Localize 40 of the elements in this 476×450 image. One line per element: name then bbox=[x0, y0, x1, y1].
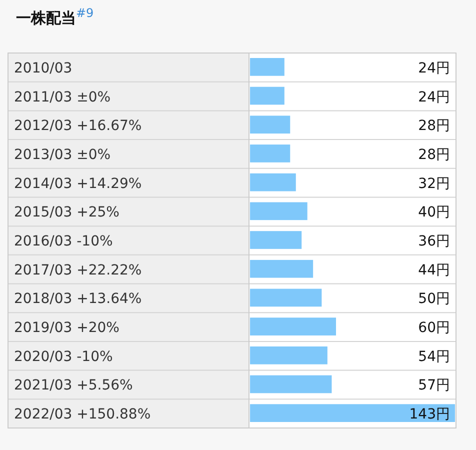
data-label: 54円 bbox=[418, 348, 450, 365]
bar bbox=[250, 58, 284, 76]
y-tick-label: 2013/03 ±0% bbox=[14, 146, 111, 163]
data-label: 24円 bbox=[418, 89, 450, 106]
bar bbox=[250, 260, 314, 278]
data-label: 44円 bbox=[418, 262, 450, 278]
bar bbox=[250, 346, 328, 364]
data-label: 24円 bbox=[418, 60, 450, 76]
bar bbox=[250, 86, 284, 105]
y-tick-label: 2021/03 +5.56% bbox=[14, 378, 133, 394]
y-tick-label: 2015/03 +25% bbox=[14, 204, 120, 221]
bar bbox=[250, 231, 302, 249]
data-label: 40円 bbox=[418, 204, 450, 221]
data-label: 50円 bbox=[418, 291, 450, 308]
data-label: 57円 bbox=[418, 378, 450, 394]
bar bbox=[250, 116, 290, 134]
y-tick-label: 2019/03 +20% bbox=[14, 320, 120, 336]
y-tick-label: 2018/03 +13.64% bbox=[14, 291, 142, 308]
data-label: 28円 bbox=[418, 146, 450, 163]
bar bbox=[250, 144, 290, 162]
y-tick-label: 2011/03 ±0% bbox=[14, 89, 111, 106]
y-tick-label: 2022/03 +150.88% bbox=[14, 406, 151, 423]
bar bbox=[250, 318, 336, 336]
data-label: 60円 bbox=[418, 320, 450, 336]
data-label: 32円 bbox=[418, 176, 450, 192]
bar bbox=[250, 404, 455, 422]
y-tick-label: 2016/03 -10% bbox=[14, 234, 113, 250]
text: 一株配当$^{#9}$ bbox=[16, 6, 94, 28]
y-tick-label: 2017/03 +22.22% bbox=[14, 262, 142, 278]
bar bbox=[250, 202, 308, 220]
bar bbox=[250, 173, 296, 192]
bar bbox=[250, 288, 322, 307]
y-tick-label: 2010/03 bbox=[14, 60, 72, 76]
y-tick-label: 2014/03 +14.29% bbox=[14, 176, 142, 192]
bar bbox=[250, 375, 332, 394]
data-label: 36円 bbox=[418, 234, 450, 250]
y-tick-label: 2012/03 +16.67% bbox=[14, 118, 142, 134]
data-label: 28円 bbox=[418, 118, 450, 134]
y-tick-label: 2020/03 -10% bbox=[14, 348, 113, 365]
data-label: 143円 bbox=[409, 406, 450, 423]
